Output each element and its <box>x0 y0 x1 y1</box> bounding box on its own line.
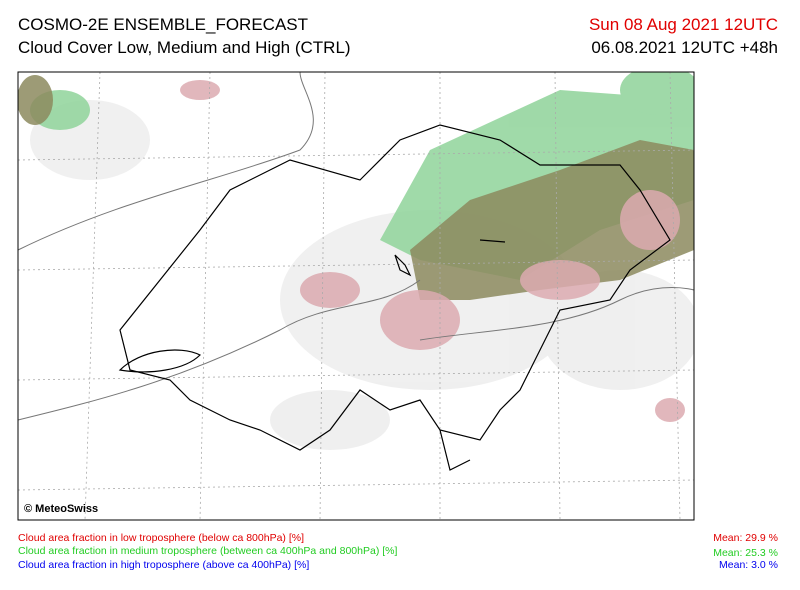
legend-medium: Cloud area fraction in medium tropospher… <box>18 545 397 557</box>
legend-high-mean: Mean: 3.0 % <box>719 559 778 571</box>
subtitle: Cloud Cover Low, Medium and High (CTRL) <box>18 38 351 57</box>
title: COSMO-2E ENSEMBLE_FORECAST <box>18 15 308 34</box>
borders <box>118 124 671 471</box>
legend-high: Cloud area fraction in high troposphere … <box>18 559 309 571</box>
valid-time: Sun 08 Aug 2021 12UTC <box>589 15 778 34</box>
terrain-lines <box>17 71 695 421</box>
legend-low: Cloud area fraction in low troposphere (… <box>18 532 304 544</box>
run-info: 06.08.2021 12UTC +48h <box>591 38 778 57</box>
legend-low-mean: Mean: 29.9 % <box>713 532 778 544</box>
legend: Cloud area fraction in low troposphere (… <box>18 532 778 571</box>
legend-medium-mean: Mean: 25.3 % <box>713 547 778 559</box>
copyright: © MeteoSwiss <box>24 503 98 515</box>
map: © MeteoSwiss <box>17 71 695 521</box>
cloud-field <box>18 72 694 450</box>
map-frame <box>17 71 695 521</box>
